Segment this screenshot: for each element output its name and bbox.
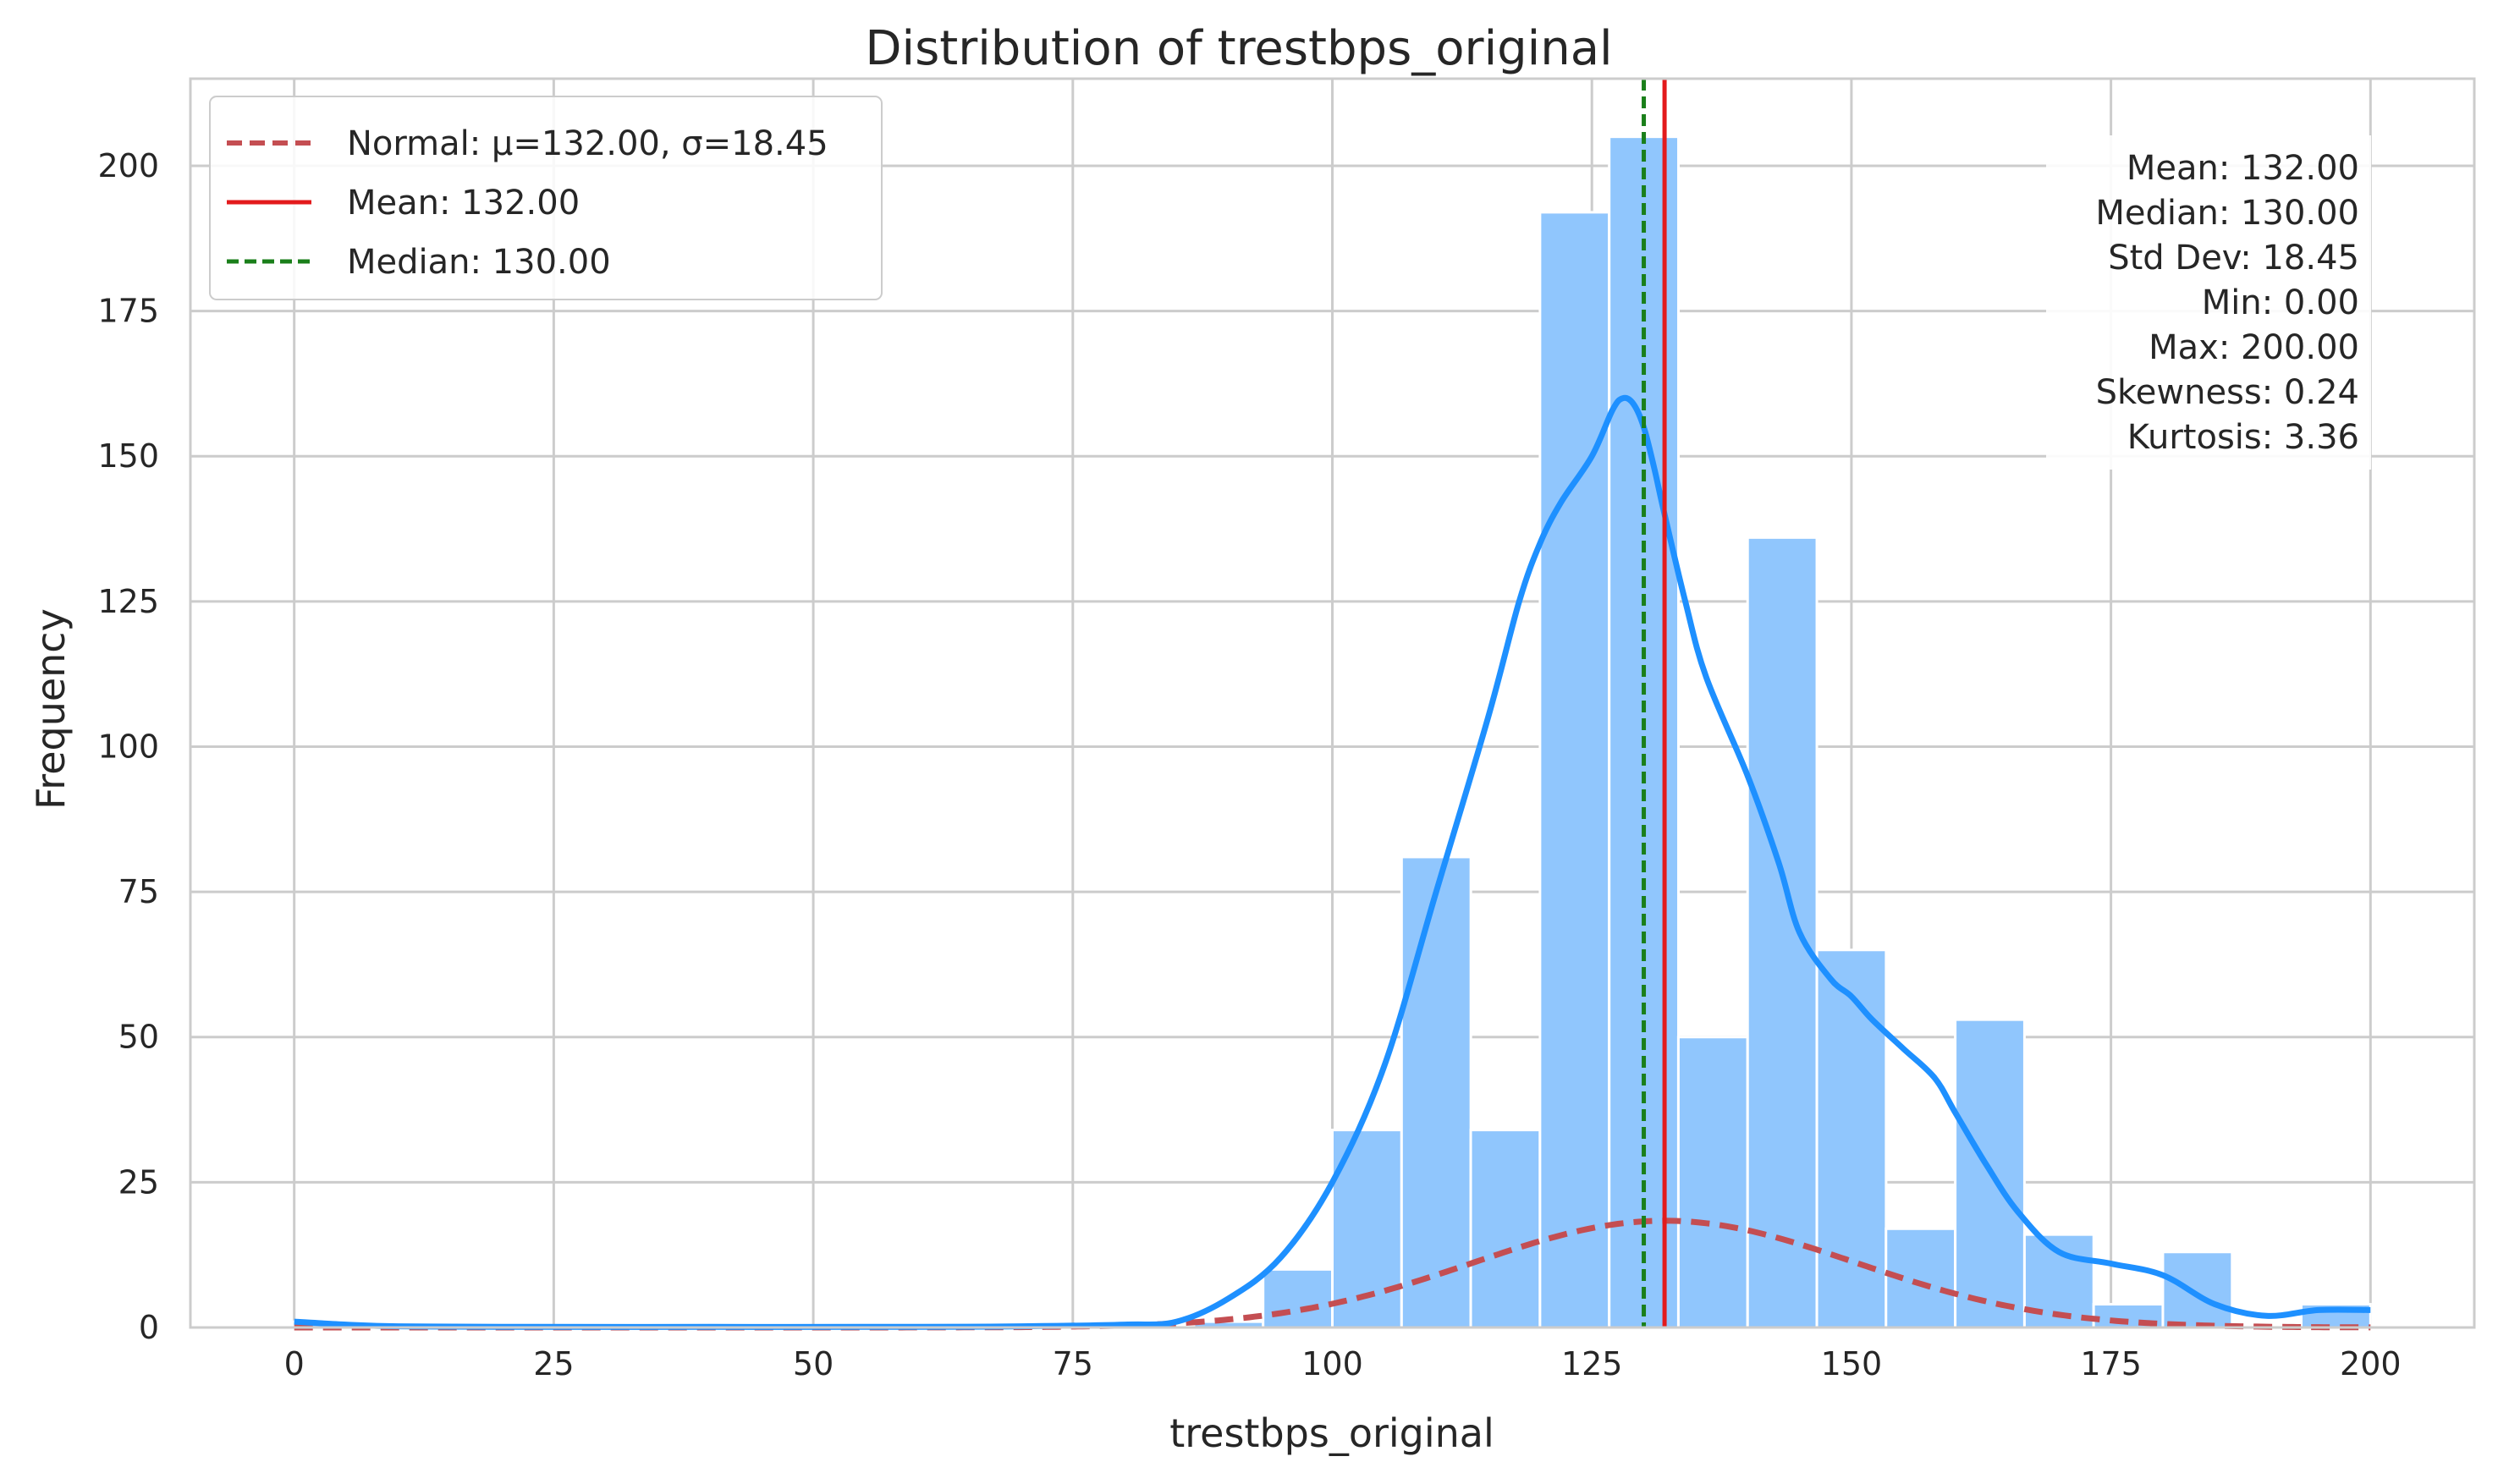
x-tick-label: 200 (2340, 1345, 2402, 1382)
plot-frame (189, 77, 2476, 1329)
histogram-bar (1262, 1267, 1334, 1329)
x-tick-label: 75 (1053, 1345, 1093, 1382)
y-tick-label: 0 (139, 1309, 159, 1346)
x-tick-label: 150 (1821, 1345, 1883, 1382)
y-tick-label: 25 (118, 1163, 159, 1201)
histogram-bar (1676, 1036, 1749, 1329)
x-tick-label: 50 (793, 1345, 834, 1382)
y-tick-label: 175 (97, 293, 159, 330)
stats-mean: Mean: 132.00 (2127, 149, 2359, 188)
stats-max: Max: 200.00 (2149, 328, 2359, 367)
legend-box (209, 96, 883, 300)
y-tick-labels: 0 25 50 75 100 125 150 175 200 (97, 147, 159, 1346)
stats-skewness: Skewness: 0.24 (2096, 373, 2359, 412)
legend-median-label: Median: 130.00 (347, 243, 611, 282)
chart-title: Distribution of trestbps_original (865, 21, 1612, 76)
histogram-bar (1815, 948, 1888, 1329)
y-tick-label: 125 (97, 583, 159, 620)
histogram-bars (293, 135, 2372, 1329)
kde-curve (294, 394, 2371, 1330)
histogram-bar (1538, 211, 1611, 1329)
y-tick-label: 200 (97, 147, 159, 184)
x-tick-label: 0 (284, 1345, 305, 1382)
legend: Normal: μ=132.00, σ=18.45 Mean: 132.00 M… (209, 96, 883, 300)
histogram-bar (1469, 1129, 1542, 1329)
histogram-bar (1746, 536, 1818, 1329)
x-tick-label: 25 (533, 1345, 574, 1382)
stats-kurtosis: Kurtosis: 3.36 (2127, 418, 2359, 457)
stats-median: Median: 130.00 (2095, 194, 2359, 233)
stats-std-dev: Std Dev: 18.45 (2108, 239, 2359, 278)
stats-box: Mean: 132.00 Median: 130.00 Std Dev: 18.… (2046, 135, 2371, 470)
y-tick-label: 150 (97, 437, 159, 475)
legend-normal-label: Normal: μ=132.00, σ=18.45 (347, 124, 828, 163)
x-tick-label: 125 (1561, 1345, 1623, 1382)
x-tick-labels: 0 25 50 75 100 125 150 175 200 (284, 1345, 2402, 1382)
y-axis-title: Frequency (28, 608, 74, 810)
y-tick-label: 75 (118, 873, 159, 910)
y-tick-label: 50 (118, 1019, 159, 1056)
x-tick-label: 175 (2080, 1345, 2142, 1382)
histogram-bar (2161, 1250, 2234, 1329)
stats-min: Min: 0.00 (2202, 283, 2359, 322)
legend-mean-label: Mean: 132.00 (347, 184, 580, 223)
histogram-bar (1400, 855, 1472, 1329)
stats-box-background (2046, 135, 2371, 470)
y-tick-label: 100 (97, 728, 159, 765)
x-axis-title: trestbps_original (1169, 1410, 1494, 1456)
x-tick-label: 100 (1301, 1345, 1363, 1382)
